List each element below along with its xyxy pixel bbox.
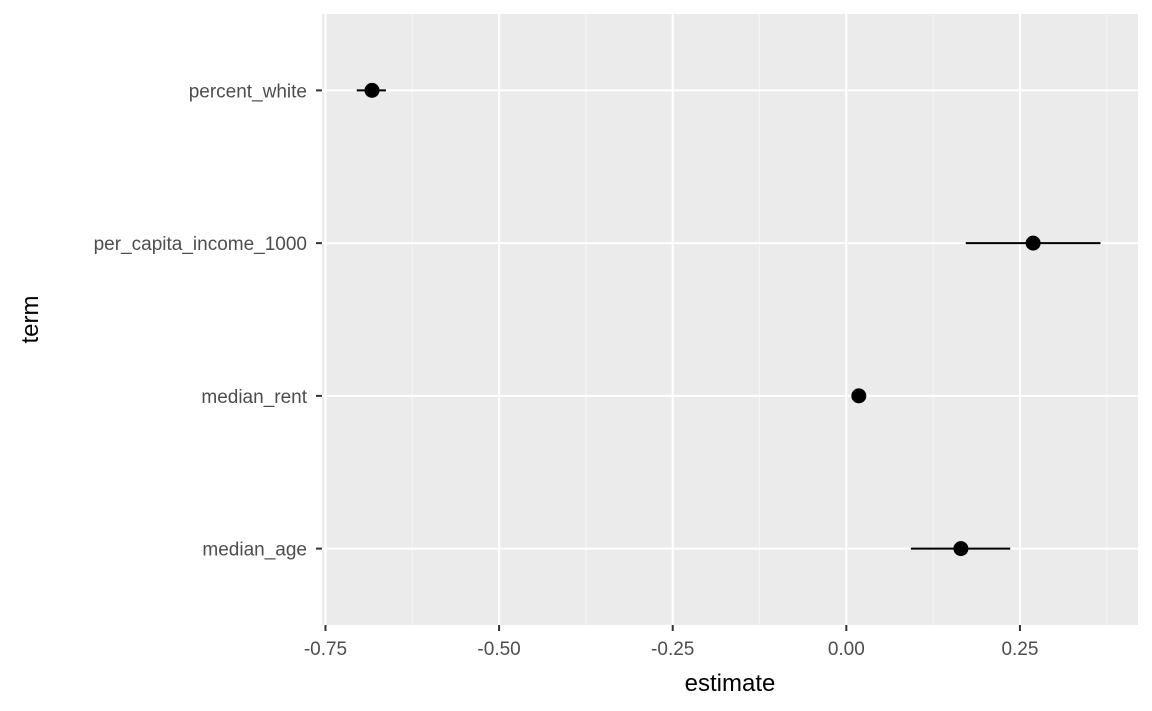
point-percent-white: [364, 82, 380, 98]
minor-gridlines: [411, 14, 1108, 625]
point-median-age: [953, 541, 969, 557]
y-axis-title: term: [17, 296, 44, 344]
y-tick-label: per_capita_income_1000: [94, 234, 307, 255]
x-tick-label: 0.25: [1001, 639, 1038, 660]
axis-ticks: [316, 89, 1021, 631]
y-tick-labels: percent_white per_capita_income_1000media…: [94, 81, 308, 560]
point-per-capita-income-1000: [1025, 235, 1041, 251]
x-axis-title: estimate: [685, 670, 776, 697]
point-median-rent: [851, 388, 867, 404]
plot-panel: [322, 14, 1138, 625]
x-tick-label: 0.00: [828, 639, 865, 660]
x-tick-label: -0.75: [304, 639, 347, 660]
data-marks: [356, 82, 1101, 557]
y-tick-label: percent_white: [189, 81, 307, 102]
x-tick-label: -0.50: [477, 639, 520, 660]
y-tick-label: median_age: [202, 540, 307, 561]
x-tick-label: -0.25: [651, 639, 694, 660]
y-tick-label: median_rent: [201, 387, 307, 408]
x-tick-labels: -0.75 -0.50 -0.25 0.00 0.25: [304, 639, 1039, 660]
